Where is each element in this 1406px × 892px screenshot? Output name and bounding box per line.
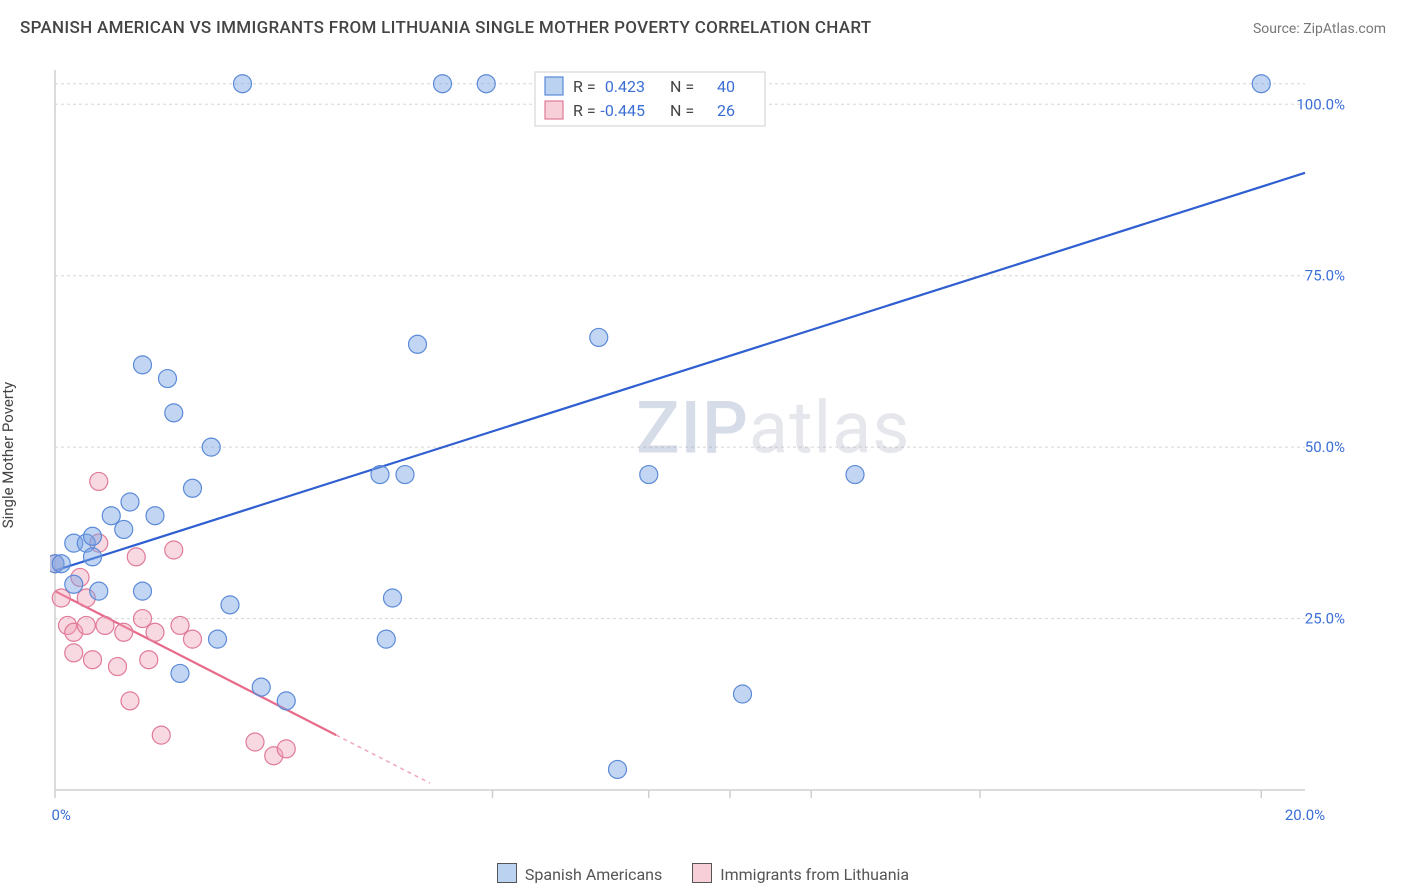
svg-text:20.0%: 20.0%	[1285, 806, 1325, 824]
svg-text:50.0%: 50.0%	[1305, 438, 1345, 456]
svg-text:N =: N =	[670, 77, 694, 96]
source-label: Source:	[1253, 21, 1303, 37]
svg-text:75.0%: 75.0%	[1305, 267, 1345, 285]
chart-title: SPANISH AMERICAN VS IMMIGRANTS FROM LITH…	[20, 18, 871, 38]
scatter-chart: 25.0% 50.0% 75.0% 100.0% 0.0% 20.0% R = 0.423 N …	[50, 60, 1350, 830]
svg-text:N =: N =	[670, 101, 694, 120]
svg-text:100.0%: 100.0%	[1296, 95, 1345, 113]
legend-item-spanish: Spanish Americans	[497, 863, 662, 884]
svg-text:0.0%: 0.0%	[50, 806, 71, 824]
legend-swatch-blue	[497, 863, 517, 883]
header: SPANISH AMERICAN VS IMMIGRANTS FROM LITH…	[20, 18, 1386, 38]
svg-text:26: 26	[717, 101, 735, 120]
svg-text:40: 40	[717, 77, 735, 96]
legend-label-spanish: Spanish Americans	[525, 865, 662, 884]
legend-item-lithuania: Immigrants from Lithuania	[692, 863, 909, 884]
legend-swatch-pink	[692, 863, 712, 883]
svg-text:25.0%: 25.0%	[1305, 610, 1345, 628]
legend-bottom: Spanish Americans Immigrants from Lithua…	[0, 863, 1406, 884]
svg-text:-0.445: -0.445	[600, 101, 645, 120]
source-value: ZipAtlas.com	[1303, 21, 1386, 37]
legend-label-lithuania: Immigrants from Lithuania	[720, 865, 909, 884]
chart-svg: 25.0% 50.0% 75.0% 100.0% 0.0% 20.0% R = 0.423 N …	[50, 60, 1350, 830]
svg-text:R =: R =	[573, 101, 596, 120]
svg-text:0.423: 0.423	[605, 77, 645, 96]
source-line: Source: ZipAtlas.com	[1253, 21, 1386, 37]
svg-text:R =: R =	[573, 77, 596, 96]
y-axis-label: Single Mother Poverty	[0, 382, 17, 529]
